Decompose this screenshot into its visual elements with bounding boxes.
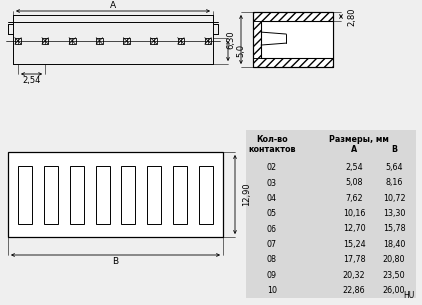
Text: 04: 04 [267,194,277,203]
Text: 5,64: 5,64 [385,163,403,172]
Text: 8,16: 8,16 [385,178,403,188]
Bar [123,38,130,44]
Bar [15,38,21,44]
Text: A: A [351,145,357,155]
Text: 12,90: 12,90 [242,183,251,206]
Text: 10: 10 [267,286,277,295]
Bar [173,166,187,224]
Bar [147,166,161,224]
Bar [253,58,333,67]
Bar [253,12,333,67]
Text: 26,00: 26,00 [383,286,405,295]
Text: 23,50: 23,50 [383,271,405,279]
Bar [253,21,261,58]
Text: 09: 09 [267,271,277,279]
Text: 17,78: 17,78 [343,255,365,264]
Text: 06: 06 [267,224,277,234]
Bar [253,12,333,21]
Text: 10,16: 10,16 [343,209,365,218]
Text: 2,54: 2,54 [345,163,363,172]
Text: 22,86: 22,86 [343,286,365,295]
Bar [8,152,223,237]
Bar [178,38,184,44]
Text: 13,30: 13,30 [383,209,405,218]
Bar [261,21,333,58]
Bar [253,12,333,67]
Text: HU: HU [404,292,415,300]
Text: 18,40: 18,40 [383,240,405,249]
Text: 03: 03 [267,178,277,188]
Text: 20,32: 20,32 [343,271,365,279]
Text: Кол-во: Кол-во [256,135,288,145]
Text: A: A [110,2,116,10]
Text: 5,0: 5,0 [236,44,245,57]
Text: 20,80: 20,80 [383,255,405,264]
Text: 07: 07 [267,240,277,249]
Bar [69,38,76,44]
Bar [44,166,58,224]
Text: 12,70: 12,70 [343,224,365,234]
Text: 15,78: 15,78 [383,224,405,234]
Text: 05: 05 [267,209,277,218]
Text: 6,30: 6,30 [226,30,235,49]
Bar [70,166,84,224]
Text: Размеры, мм: Размеры, мм [329,135,389,145]
Text: 2,80: 2,80 [347,7,356,26]
Bar [199,166,213,224]
Bar [96,38,103,44]
Text: 15,24: 15,24 [343,240,365,249]
Text: 5,08: 5,08 [345,178,363,188]
Bar [205,38,211,44]
Text: B: B [391,145,397,155]
Text: 02: 02 [267,163,277,172]
Bar [122,166,135,224]
Text: 10,72: 10,72 [383,194,405,203]
Text: B: B [112,257,119,267]
Bar [18,166,32,224]
Text: 08: 08 [267,255,277,264]
Bar [42,38,49,44]
Text: 2,54: 2,54 [22,77,41,85]
Text: 7,62: 7,62 [345,194,363,203]
Bar [95,166,110,224]
Bar [246,130,416,298]
Text: контактов: контактов [248,145,296,155]
Bar [151,38,157,44]
